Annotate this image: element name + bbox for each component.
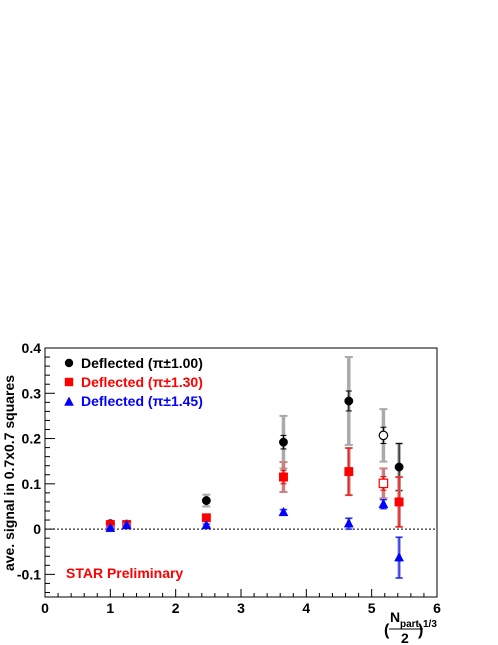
series-2 <box>105 447 404 530</box>
star-preliminary-annotation: STAR Preliminary <box>66 565 183 581</box>
circle-data-point <box>344 396 354 406</box>
y-axis-label: ave. signal in 0.7x0.7 squares <box>1 375 17 571</box>
legend-label: Deflected (π±1.45) <box>81 393 203 409</box>
x-axis-label-close-paren: ) <box>418 622 423 639</box>
triangle-data-point <box>378 498 389 508</box>
x-axis-label-exponent: 1/3 <box>423 619 437 630</box>
y-tick-label: 0.1 <box>22 476 42 492</box>
axes: 0 1 2 3 4 5 6 -0.1 0 0.1 0.2 0.3 0.4 <box>17 340 441 616</box>
triangle-data-point <box>278 506 289 517</box>
legend-entry-2: Deflected (π±1.30) <box>64 374 203 390</box>
x-tick-label: 0 <box>41 600 49 616</box>
circle-data-point <box>279 437 288 447</box>
triangle-data-point <box>394 552 405 562</box>
circle-data-point <box>394 462 404 472</box>
legend-label: Deflected (π±1.30) <box>81 374 203 390</box>
x-tick-label: 2 <box>172 600 180 616</box>
x-tick-label: 5 <box>368 600 376 616</box>
square-data-point <box>279 472 288 482</box>
x-tick-label: 4 <box>302 600 310 616</box>
legend-circle-marker <box>64 358 74 368</box>
legend-entry-3: Deflected (π±1.45) <box>64 393 203 409</box>
triangle-data-point <box>343 518 354 528</box>
x-axis-label-numerator: N <box>390 609 400 625</box>
x-tick-label: 3 <box>237 600 245 616</box>
x-axis-label-subscript: part <box>400 619 420 630</box>
x-tick-label: 1 <box>106 600 114 616</box>
y-tick-label: 0.4 <box>22 340 42 356</box>
square-data-point <box>394 497 404 507</box>
legend-label: Deflected (π±1.00) <box>81 355 203 371</box>
legend-triangle-marker <box>64 396 74 406</box>
data-layer <box>105 356 405 579</box>
x-axis-label-denominator: 2 <box>401 630 409 645</box>
x-axis-label-open-paren: ( <box>384 622 390 639</box>
circle-data-point <box>378 430 389 441</box>
circle-data-point <box>201 496 211 506</box>
legend-square-marker <box>64 377 74 387</box>
y-tick-label: 0.3 <box>22 385 42 401</box>
y-tick-label: 0.2 <box>22 431 42 447</box>
y-tick-label: -0.1 <box>17 566 41 582</box>
triangle-data-point <box>201 519 212 530</box>
y-tick-label: 0 <box>33 521 41 537</box>
square-data-point <box>378 478 389 489</box>
x-tick-label: 6 <box>433 600 441 616</box>
legend: Deflected (π±1.00) Deflected (π±1.30) Defl… <box>64 355 203 409</box>
square-data-point <box>344 467 354 477</box>
legend-entry-1: Deflected (π±1.00) <box>64 355 203 371</box>
x-axis-label: ( N part 2 ) 1/3 <box>384 609 437 645</box>
triangle-data-point <box>105 522 116 532</box>
series-3 <box>105 498 405 579</box>
triangle-data-point <box>121 519 132 530</box>
